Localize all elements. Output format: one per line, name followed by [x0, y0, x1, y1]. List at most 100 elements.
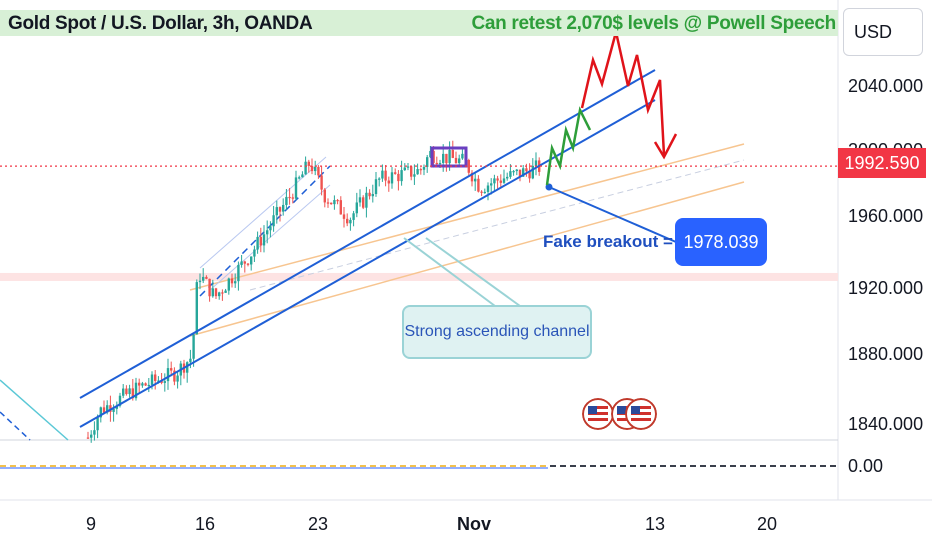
candle-body — [272, 215, 275, 227]
candle-body — [307, 161, 310, 166]
candle-body — [176, 375, 179, 382]
candle-body — [326, 202, 330, 204]
candle-body — [288, 196, 291, 199]
candle-body — [186, 362, 189, 373]
candle-body — [419, 169, 422, 171]
candle-body — [480, 191, 483, 193]
candle-body — [470, 172, 474, 182]
candle-body — [115, 405, 118, 409]
candle-body — [349, 219, 352, 224]
candle-body — [531, 165, 534, 179]
candle-body — [285, 196, 288, 205]
candle-body — [371, 194, 374, 197]
candle-body — [141, 383, 144, 386]
candle-body — [198, 280, 202, 283]
projection-up-path — [545, 106, 592, 186]
currency-button[interactable]: USD — [843, 8, 923, 56]
rally-channel-line — [209, 184, 331, 291]
candle-body — [426, 157, 429, 167]
channel-upper-line — [79, 69, 656, 399]
candle-body — [336, 200, 339, 202]
candle-body — [387, 180, 390, 184]
candle-body — [266, 230, 269, 235]
candle-body — [403, 167, 406, 171]
candle-body — [256, 236, 259, 250]
candle-body — [202, 276, 205, 281]
trend-line — [0, 411, 31, 441]
candle-body — [237, 264, 240, 282]
candle-body — [346, 218, 349, 224]
candle-body — [528, 171, 531, 179]
current-price-badge: 1992.590 — [838, 148, 926, 178]
us-flag-event-icon[interactable] — [625, 398, 657, 430]
projection-line — [189, 143, 745, 291]
candle-body — [320, 175, 323, 190]
rally-channel-line — [199, 156, 327, 269]
candle-body — [221, 292, 224, 294]
candle-body — [294, 177, 298, 199]
candle-body — [269, 226, 272, 231]
candle-body — [451, 149, 454, 158]
candle-body — [243, 261, 246, 264]
candle-body — [400, 170, 403, 182]
candle-body — [394, 172, 397, 174]
price-tick-1880: 1880.000 — [848, 344, 924, 364]
chart-title: Gold Spot / U.S. Dollar, 3h, OANDA — [8, 13, 313, 34]
time-tick-nov: Nov — [456, 514, 492, 534]
projection-down-path — [580, 31, 666, 156]
time-tick-16: 16 — [194, 514, 216, 534]
fake-breakout-connector — [548, 186, 677, 243]
candle-body — [467, 159, 470, 173]
candle-body — [490, 183, 493, 186]
candle-body — [147, 384, 150, 387]
candle-body — [93, 430, 96, 435]
candle-body — [122, 388, 125, 396]
price-tick-2040: 2040.000 — [848, 76, 924, 96]
candle-body — [112, 408, 115, 412]
candle-body — [368, 192, 371, 197]
candle-body — [214, 288, 218, 297]
price-tick-1920: 1920.000 — [848, 278, 924, 298]
candle-body — [384, 170, 387, 181]
projection-line — [249, 159, 745, 291]
candle-body — [189, 358, 192, 363]
candle-body — [208, 278, 211, 297]
candle-body — [218, 292, 221, 297]
fake-breakout-value[interactable]: 1978.039 — [675, 218, 767, 266]
candle-body — [458, 158, 461, 164]
candle-body — [374, 179, 378, 195]
candle-body — [99, 407, 102, 418]
candle-body — [522, 168, 525, 177]
candle-body — [461, 153, 464, 159]
candle-body — [438, 162, 442, 165]
candle-body — [502, 178, 506, 183]
candle-body — [397, 173, 400, 182]
candle-body — [291, 197, 294, 199]
candle-body — [131, 388, 134, 399]
candle-body — [365, 192, 368, 208]
candle-body — [317, 166, 320, 176]
fake-breakout-label: Fake breakout = — [543, 232, 673, 251]
candle-body — [358, 197, 362, 203]
candle-body — [362, 197, 365, 208]
candle-body — [483, 191, 486, 194]
rally-mid-line — [199, 165, 331, 297]
candle-body — [128, 388, 131, 395]
us-flag-event-icon[interactable] — [582, 398, 614, 430]
candle-body — [304, 161, 307, 175]
candle-body — [125, 388, 128, 395]
candle-body — [323, 189, 326, 203]
candle-body — [173, 370, 176, 382]
candle-body — [515, 169, 518, 172]
candle-body — [138, 382, 141, 386]
idea-headline: Can retest 2,070$ levels @ Powell Speech — [471, 13, 836, 34]
channel-callout[interactable]: Strong ascending channel — [402, 305, 592, 359]
channel-lower-line — [79, 99, 656, 428]
candle-body — [234, 281, 237, 284]
candle-body — [422, 166, 426, 170]
candle-body — [413, 174, 416, 177]
candle-body — [486, 185, 490, 192]
candle-body — [410, 166, 413, 177]
candle-body — [170, 368, 173, 371]
